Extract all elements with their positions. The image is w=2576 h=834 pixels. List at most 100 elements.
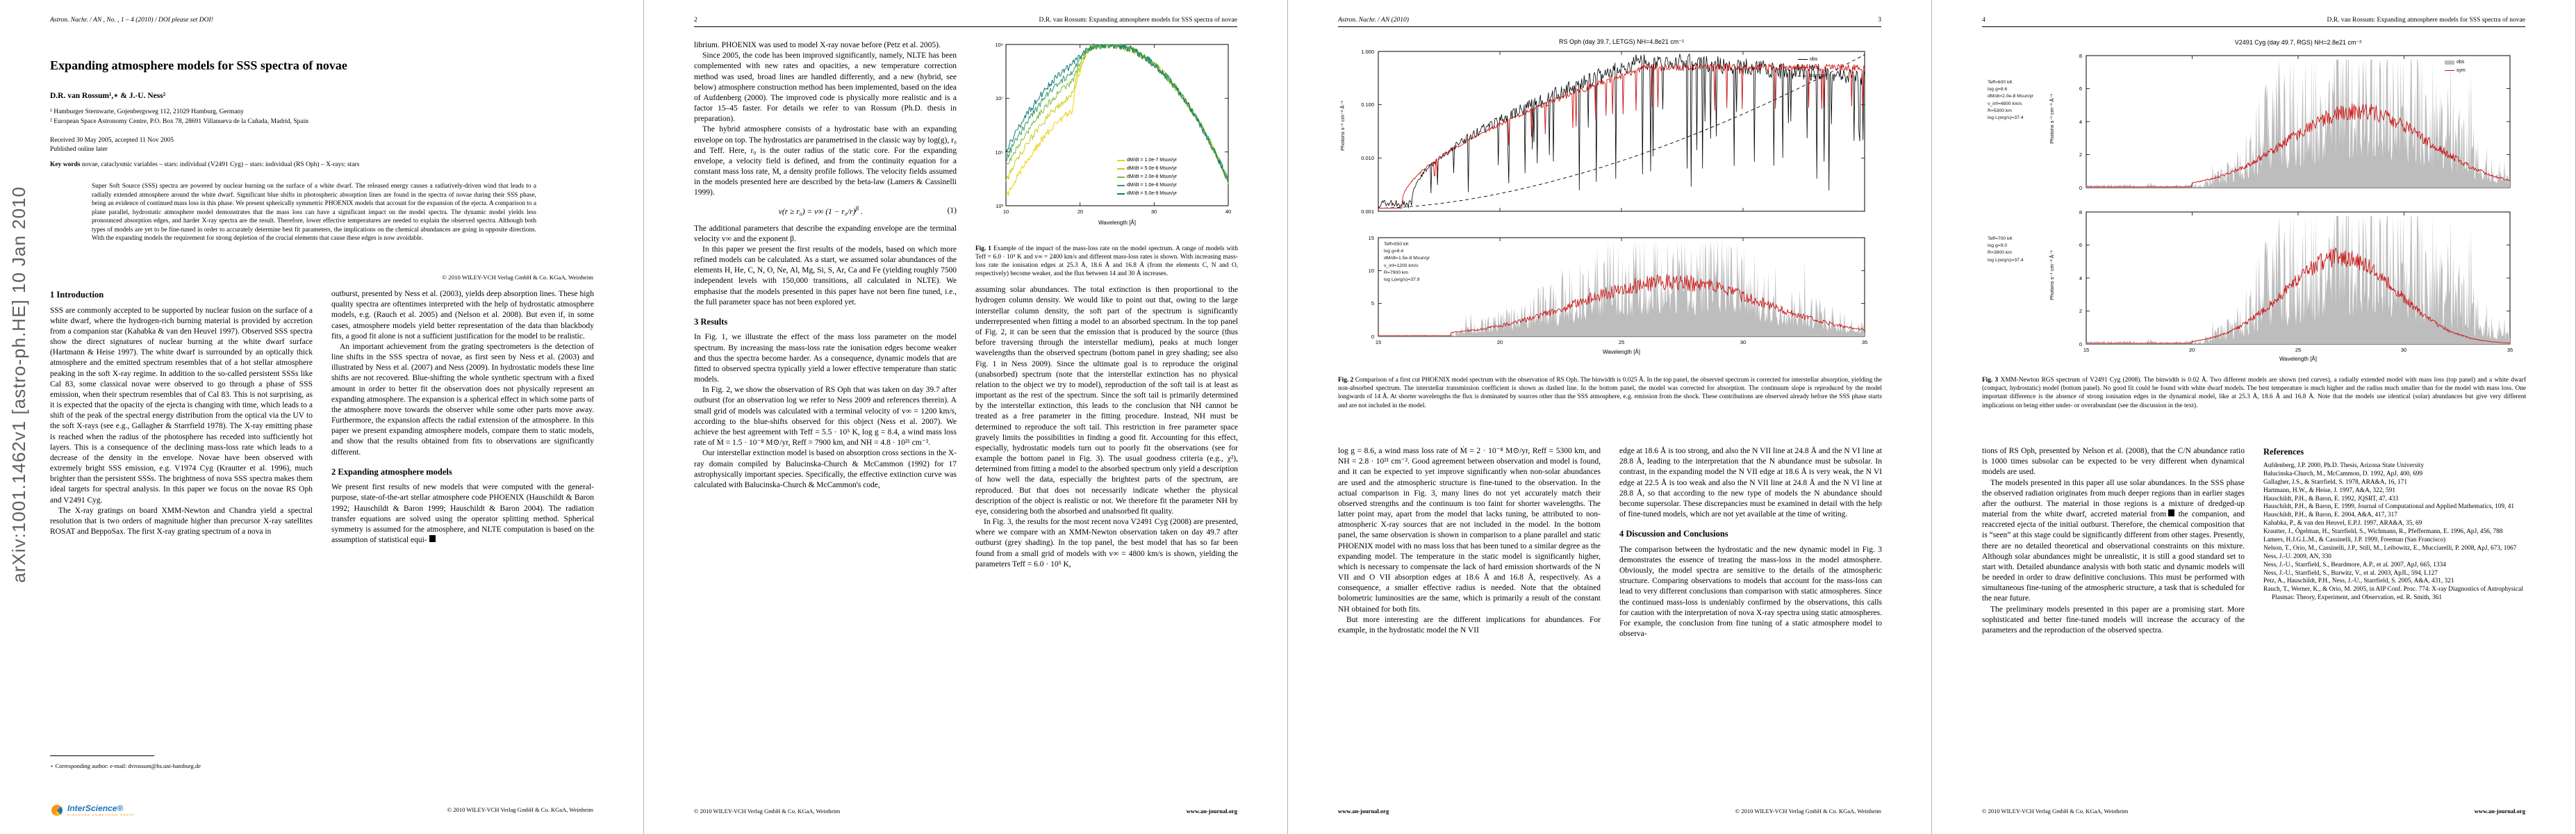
journal-website: www.an-journal.org — [1338, 808, 1389, 815]
page-number: 2 — [694, 17, 697, 24]
running-head: D.R. van Rossum: Expanding atmosphere mo… — [2327, 17, 2526, 24]
paragraph: The hybrid atmosphere consists of a hydr… — [694, 125, 957, 197]
fig1-ytick: 10³ — [996, 203, 1003, 209]
page2-header: 2 D.R. van Rossum: Expanding atmosphere … — [694, 17, 1237, 27]
paragraph: The additional parameters that describe … — [694, 224, 957, 243]
figure-1-caption: Fig. 1 Example of the impact of the mass… — [975, 245, 1238, 278]
figure-1: 10⁹ 10⁷ 10⁵ 10³ 10 20 30 40 Wavelength [… — [975, 40, 1238, 245]
fig1-legend-item: dM/dt = 1.0e-7 Msun/yr — [1117, 157, 1177, 163]
legend-line-sample — [2445, 70, 2454, 71]
paper-title: Expanding atmosphere models for SSS spec… — [50, 58, 347, 72]
page2-footer: © 2010 WILEY-VCH Verlag GmbH & Co. KGaA,… — [694, 808, 1237, 815]
page1-column-1: 1 Introduction SSS are commonly accepted… — [50, 289, 313, 731]
figure-1-plot-canvas — [1005, 44, 1229, 206]
paragraph: assuming solar abundances. The total ext… — [975, 286, 1238, 516]
fig3-xtick: 15 — [2083, 347, 2090, 353]
fig1-legend-item: dM/dt = 2.0e-8 Msun/yr — [1117, 174, 1177, 180]
fig2-y-axis-label: Photons s⁻¹ cm⁻² Å⁻¹ — [1339, 101, 1346, 151]
page4-column-1: tions of RS Oph, presented by Nelson et … — [1982, 446, 2245, 774]
fig3-legend-item: obs — [2445, 60, 2464, 65]
reference-entry: Lamers, H.J.G.L.M., & Cassinelli, J.P. 1… — [2263, 537, 2446, 544]
page3-column-2: edge at 18.6 Å is too strong, and also t… — [1619, 446, 1882, 774]
reference-entry: Ness, J.-U., Starrfield, S., Burwitz, V.… — [2263, 569, 2438, 577]
paragraph: In Fig. 2, we show the observation of RS… — [694, 386, 957, 448]
paragraph: In Fig. 3, the results for the most rece… — [975, 518, 1238, 569]
reference-entry: Kahabka, P., & van den Heuvel, E.P.J. 19… — [2263, 520, 2422, 528]
paragraph: Since 2005, the code has been improved s… — [694, 51, 957, 124]
fig3-y-axis-label: Photons s⁻¹ cm⁻² Å⁻¹ — [2049, 94, 2055, 144]
page-number: 4 — [1982, 17, 1985, 24]
fig2-ytick: 10 — [1368, 268, 1374, 274]
reference-entry: Petz, A., Hauschildt, P.H., Ness, J.-U.,… — [2263, 578, 2454, 585]
dates-block: Received 30 May 2005, accepted 11 Nov 20… — [50, 136, 593, 155]
fig1-legend-item: dM/dt = 5.0e-9 Msun/yr — [1117, 190, 1177, 197]
fig2-xtick: 30 — [1740, 339, 1747, 345]
fig3-legend-item: sym — [2445, 68, 2466, 73]
journal-reference: Astron. Nachr. / AN , No. , 1 – 4 (2010)… — [50, 17, 213, 24]
journal-website: www.an-journal.org — [1186, 808, 1237, 815]
references-heading: References — [2263, 447, 2304, 457]
figure-2: RS Oph (day 39.7, LETGS) NH=4.8e21 cm⁻² … — [1338, 35, 1882, 361]
keywords-label: Key words — [50, 161, 81, 168]
reference-entry: Hartmann, H.W., & Heise, J. 1997, A&A, 3… — [2263, 486, 2395, 494]
author-line: D.R. van Rossum¹,⋆ & J.-U. Ness² — [50, 92, 166, 100]
footer-copyright: © 2010 WILEY-VCH Verlag GmbH & Co. KGaA,… — [1735, 808, 1881, 815]
legend-color-chip — [1117, 176, 1125, 178]
fig2-ytick: 0.100 — [1361, 101, 1374, 108]
fig1-legend-item: dM/dt = 5.0e-8 Msun/yr — [1117, 165, 1177, 172]
published-line: Published online later — [50, 146, 108, 154]
legend-color-chip — [1117, 184, 1125, 186]
fig2-x-axis-label: Wavelength [Å] — [1603, 349, 1640, 355]
paragraph: The models presented in this paper all u… — [1982, 478, 2245, 603]
fig1-legend-item: dM/dt = 1.0e-8 Msun/yr — [1117, 182, 1177, 188]
fig3-x-axis-label: Wavelength [Å] — [2279, 356, 2317, 362]
fig2-ytick: 5 — [1371, 300, 1374, 306]
reference-entry: Aufdenberg, J.P. 2000, Ph.D. Thesis, Ari… — [2263, 462, 2425, 469]
page4-footer: © 2010 WILEY-VCH Verlag GmbH & Co. KGaA,… — [1982, 808, 2525, 815]
fig1-xtick: 10 — [1002, 208, 1009, 215]
page1-header: Astron. Nachr. / AN , No. , 1 – 4 (2010)… — [50, 17, 593, 24]
page-4: 4 D.R. van Rossum: Expanding atmosphere … — [1932, 0, 2576, 834]
fig2-ytick: 0.001 — [1361, 208, 1374, 215]
paragraph: outburst, presented by Ness et al. (2003… — [331, 290, 594, 341]
received-line: Received 30 May 2005, accepted 11 Nov 20… — [50, 137, 174, 144]
fig1-x-axis-label: Wavelength [Å] — [1098, 220, 1136, 226]
affiliation-1: ¹ Hamburger Sternwarte, Gojenbergsweg 11… — [50, 108, 244, 115]
interscience-tagline: DISCOVER SOMETHING GREAT — [67, 813, 135, 817]
fig1-xtick: 30 — [1150, 208, 1157, 215]
reference-entry: Gallagher, J.S., & Starrfield, S. 1978, … — [2263, 478, 2407, 486]
affiliations: ¹ Hamburger Sternwarte, Gojenbergsweg 11… — [50, 107, 593, 127]
page2-column-2: 10⁹ 10⁷ 10⁵ 10³ 10 20 30 40 Wavelength [… — [975, 40, 1238, 777]
fig2-xtick: 25 — [1618, 339, 1625, 345]
fig1-ytick: 10⁷ — [995, 95, 1003, 101]
page-number: 3 — [1878, 17, 1881, 24]
paragraph: edge at 18.6 Å is too strong, and also t… — [1619, 447, 1882, 519]
page2-column-1: librium. PHOENIX was used to model X-ray… — [694, 40, 957, 777]
legend-area-sample — [2445, 60, 2454, 65]
section-2-heading: 2 Expanding atmosphere models — [331, 466, 452, 477]
fig1-ytick: 10⁹ — [995, 42, 1003, 48]
paragraph: tions of RS Oph, presented by Nelson et … — [1982, 447, 2245, 477]
fig3-ytick: 6 — [2079, 242, 2082, 248]
paragraph: The X-ray gratings on board XMM-Newton a… — [50, 506, 313, 537]
page3-header: Astron. Nachr. / AN (2010) 3 — [1338, 17, 1881, 27]
paragraph: log g = 8.6, a wind mass loss rate of Ṁ … — [1338, 447, 1601, 614]
fig3-ytick: 8 — [2079, 53, 2082, 59]
equation-exponent: β — [855, 204, 859, 213]
fig3-title: V2491 Cyg (day 49.7, RGS) NH=2.8e21 cm⁻² — [2234, 39, 2362, 46]
paragraph: SSS are commonly accepted to be supporte… — [50, 306, 313, 505]
paragraph: librium. PHOENIX was used to model X-ray… — [694, 41, 941, 49]
figure-3: V2491 Cyg (day 49.7, RGS) NH=2.8e21 cm⁻²… — [1982, 35, 2526, 362]
fig2-legend-item: obs — [1798, 57, 1817, 62]
overfull-hbox-marker — [2168, 509, 2175, 517]
reference-entry: Rauch, T., Werner, K., & Orio, M. 2005, … — [2263, 586, 2523, 602]
section-3-heading: 3 Results — [694, 316, 728, 327]
fig2-title: RS Oph (day 39.7, LETGS) NH=4.8e21 cm⁻² — [1558, 38, 1685, 45]
figure-3-plot-canvas — [2086, 55, 2511, 345]
section-1-heading: 1 Introduction — [50, 290, 104, 300]
reference-entry: Krautter, J., Ögelman, H., Starrfield, S… — [2263, 528, 2503, 536]
fig3-ytick: 4 — [2079, 119, 2082, 125]
fig2-xtick: 15 — [1375, 339, 1382, 345]
fig1-xtick: 40 — [1225, 208, 1232, 215]
